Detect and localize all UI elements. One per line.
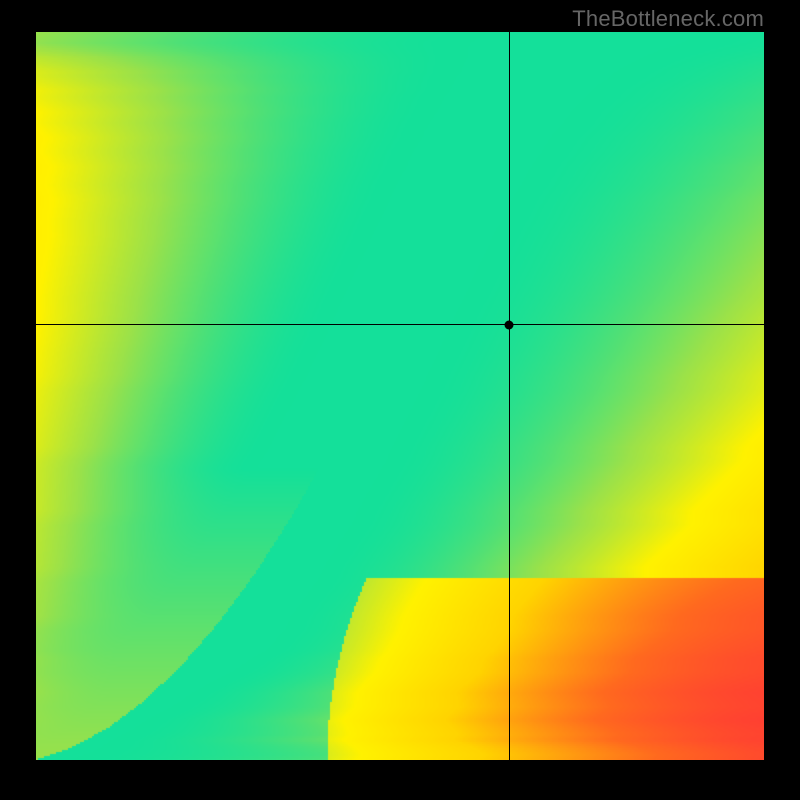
watermark-text: TheBottleneck.com [572,6,764,32]
heatmap-canvas [36,32,764,760]
crosshair-vertical [509,32,510,760]
crosshair-dot [505,320,514,329]
crosshair-horizontal [36,324,764,325]
bottleneck-heatmap [36,32,764,760]
root: TheBottleneck.com [0,0,800,800]
